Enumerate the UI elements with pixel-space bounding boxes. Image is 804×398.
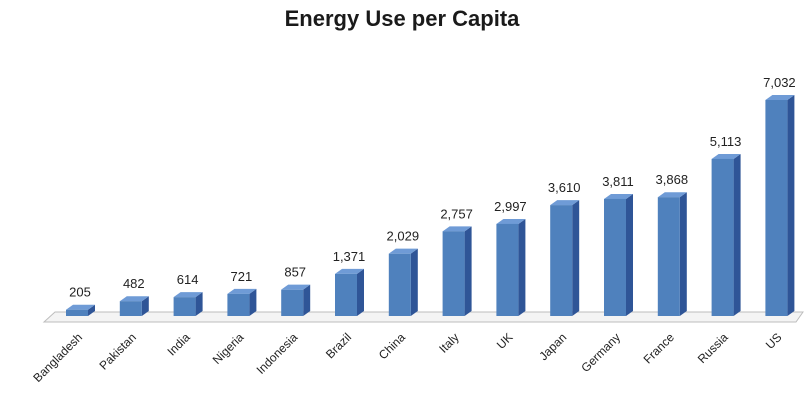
bar-side <box>518 218 526 316</box>
value-label: 857 <box>284 265 306 280</box>
bar-front <box>657 197 680 316</box>
bar-front <box>711 158 734 316</box>
bar-front <box>119 301 142 316</box>
value-label: 614 <box>177 272 199 287</box>
category-label: Russia <box>695 330 731 366</box>
category-label: Bangladesh <box>30 330 85 385</box>
value-label: 3,811 <box>602 174 634 189</box>
bar-front <box>388 253 411 316</box>
category-label: Nigeria <box>210 330 247 367</box>
value-label: 2,029 <box>387 229 420 244</box>
bar-india <box>173 292 203 316</box>
bar-top <box>550 200 580 206</box>
category-label: Brazil <box>323 330 354 361</box>
category-label: UK <box>494 330 516 352</box>
bar-side <box>787 95 795 316</box>
category-label: Germany <box>578 330 623 375</box>
bar-side <box>141 296 149 316</box>
bar-italy <box>442 226 472 316</box>
bar-brazil <box>335 268 364 316</box>
value-label: 5,113 <box>710 134 742 149</box>
bar-bangladesh <box>66 304 95 316</box>
category-label: China <box>376 330 408 362</box>
bar-top <box>227 288 257 294</box>
bar-top <box>173 292 203 298</box>
value-label: 1,371 <box>333 249 366 264</box>
bar-front <box>550 205 573 316</box>
bar-side <box>249 288 257 316</box>
bar-front <box>335 273 357 316</box>
bar-front <box>442 231 465 316</box>
category-labels-group: Bangladesh Pakistan India Nigeria Indonesia B… <box>30 330 784 385</box>
value-label: 205 <box>69 285 91 300</box>
bar-front <box>281 289 304 316</box>
bar-top <box>388 248 418 254</box>
bar-china <box>388 248 418 316</box>
bar-side <box>357 268 364 316</box>
bar-top <box>335 268 364 274</box>
bar-top <box>496 218 526 224</box>
bar-side <box>679 192 687 316</box>
bar-top <box>66 304 95 310</box>
bar-front <box>227 293 250 316</box>
category-label: France <box>641 330 678 367</box>
bar-side <box>303 284 311 316</box>
bar-top <box>765 95 795 100</box>
floor-plane <box>42 311 804 323</box>
bar-front <box>765 100 788 316</box>
category-label: Indonesia <box>254 330 301 377</box>
bar-top <box>281 284 311 290</box>
bar-top <box>119 296 149 302</box>
bar-side <box>572 200 580 316</box>
bar-side <box>626 193 633 316</box>
bar-side <box>88 304 95 316</box>
chart-title: Energy Use per Capita <box>284 6 520 31</box>
chart-floor <box>42 311 804 323</box>
bar-top <box>604 193 633 199</box>
bar-front <box>496 223 519 316</box>
category-label: Japan <box>536 330 569 363</box>
bar-france <box>657 192 687 316</box>
bar-top <box>711 153 741 159</box>
value-label: 3,868 <box>656 172 689 187</box>
bar-front <box>66 309 88 316</box>
bar-indonesia <box>281 284 311 316</box>
bar-top <box>442 226 472 232</box>
bar-side <box>410 248 418 316</box>
bar-side <box>733 153 741 316</box>
value-labels-group: 205 482 614 721 857 1,371 2,029 2,757 2,997 3,610… <box>69 75 796 300</box>
value-label: 482 <box>123 276 145 291</box>
value-label: 2,997 <box>494 199 527 214</box>
bar-uk <box>496 218 526 316</box>
bar-germany <box>604 193 633 316</box>
category-label: US <box>763 330 785 352</box>
bars-group <box>66 95 795 316</box>
bar-front <box>604 198 626 316</box>
bar-side <box>195 292 203 316</box>
bar-nigeria <box>227 288 257 316</box>
value-label: 3,610 <box>548 180 581 195</box>
value-label: 721 <box>231 269 253 284</box>
bar-front <box>173 297 196 316</box>
category-label: India <box>164 330 193 359</box>
bar-russia <box>711 153 741 316</box>
bar-us <box>765 95 795 316</box>
bar-top <box>657 192 687 198</box>
bar-japan <box>550 200 580 316</box>
value-label: 2,757 <box>440 206 473 221</box>
bar-side <box>464 226 472 316</box>
category-label: Pakistan <box>96 330 138 372</box>
value-label: 7,032 <box>763 75 796 90</box>
category-label: Italy <box>436 330 461 355</box>
bar-pakistan <box>119 296 149 316</box>
